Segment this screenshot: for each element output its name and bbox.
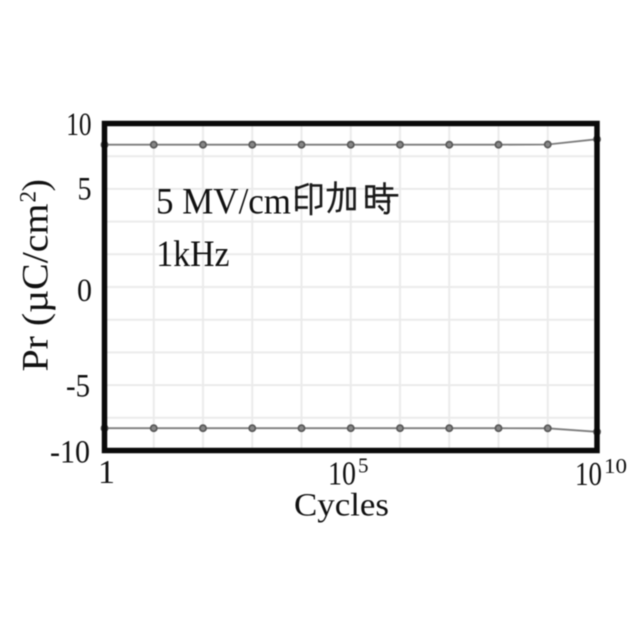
svg-text:-5: -5 [66,368,90,404]
svg-text:1: 1 [98,454,115,491]
svg-text:Pr (µC/cm: Pr (µC/cm [16,203,57,371]
svg-text:10: 10 [575,456,602,493]
svg-text:5 MV/cm: 5 MV/cm [156,182,291,223]
svg-text:-10: -10 [50,434,90,470]
svg-text:10: 10 [328,456,356,493]
svg-text:1kHz: 1kHz [156,234,229,275]
svg-text:0: 0 [77,273,92,309]
svg-text:): ) [16,179,57,191]
svg-text:5: 5 [78,171,92,207]
svg-text:2: 2 [16,191,41,203]
svg-text:Cycles: Cycles [294,487,389,523]
svg-text:5: 5 [358,454,369,478]
svg-text:10: 10 [604,454,627,478]
svg-text:10: 10 [66,107,91,143]
